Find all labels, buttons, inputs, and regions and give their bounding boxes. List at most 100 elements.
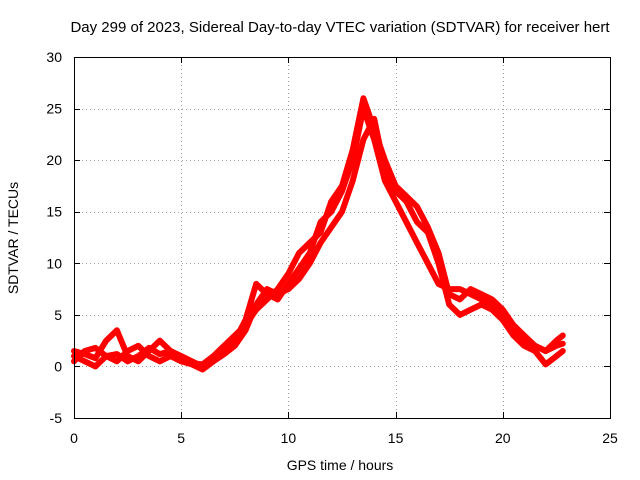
data-point [554,354,559,359]
y-tick-label: 15 [46,204,62,220]
chart-title: Day 299 of 2023, Sidereal Day-to-day VTE… [70,19,610,36]
data-point [307,261,312,266]
data-point [254,281,259,286]
data-point [436,281,441,286]
data-point [211,354,216,359]
x-tick-label: 0 [70,430,78,446]
data-point [361,137,366,142]
data-point [447,292,452,297]
data-point [275,287,280,292]
data-point [286,271,291,276]
data-point [404,194,409,199]
data-point [393,183,398,188]
data-point [93,364,98,369]
x-tick-label: 20 [495,430,511,446]
y-tick-label: 5 [54,307,62,323]
data-point [93,345,98,350]
data-point [500,307,505,312]
y-tick-label: -5 [50,410,63,426]
data-point [232,343,237,348]
data-point [511,333,516,338]
data-point [382,158,387,163]
data-point [350,147,355,152]
data-point [415,240,419,245]
data-point [222,343,227,348]
data-point [425,261,430,266]
data-point [275,297,280,302]
data-point [147,354,151,359]
data-point [533,343,537,348]
data-point [114,328,119,333]
data-point [200,362,205,367]
data-point [329,225,334,230]
data-point [93,356,98,361]
data-point [147,345,151,350]
data-point [522,333,527,338]
data-point [82,349,87,353]
data-point [136,359,141,364]
y-tick-label: 10 [46,255,62,271]
data-point [307,251,312,255]
data-point [136,343,141,348]
data-point [543,349,548,353]
y-tick-label: 25 [46,101,62,117]
x-tick-label: 25 [602,430,618,446]
data-point [543,362,548,367]
data-point [490,297,495,302]
data-point [286,287,291,292]
data-point [447,302,452,307]
grid-layer [74,57,610,418]
y-axis-label: SDTVAR / TECUs [5,182,21,294]
data-point [157,359,162,364]
data-point [415,204,419,209]
plot-frame [74,57,611,419]
data-point [136,354,141,359]
y-ticks: -5 0 5 10 15 20 25 30 [46,49,610,426]
data-point [232,333,237,338]
series-layer [71,95,566,373]
data-point [457,287,462,292]
data-point [372,127,377,132]
x-ticks: 0 5 10 15 20 25 [70,57,618,446]
data-point [82,359,87,364]
series-trace-c [71,95,566,370]
x-axis-label: GPS time / hours [287,457,394,473]
data-point [297,276,302,281]
data-point [500,318,505,322]
data-point [329,199,334,204]
data-point [222,352,227,357]
data-point [468,307,473,312]
data-point [560,341,565,346]
data-point [393,199,398,204]
data-point [200,367,205,372]
data-point [265,297,269,302]
x-tick-label: 5 [177,430,185,446]
data-point [307,240,312,245]
data-point [511,323,516,328]
data-point [361,96,366,101]
data-point [479,297,484,302]
data-point [533,349,537,353]
data-point [425,225,430,230]
data-point [318,230,323,235]
data-point [179,359,184,364]
data-point [479,292,484,297]
data-point [157,352,162,357]
y-tick-label: 30 [46,49,62,65]
data-point [125,359,130,364]
data-point [265,287,269,292]
data-point [297,251,302,255]
y-tick-label: 0 [54,358,62,374]
data-point [382,178,387,183]
data-point [468,287,473,292]
x-tick-label: 10 [281,430,297,446]
data-point [436,251,441,255]
data-point [554,338,559,343]
data-point [243,323,248,328]
data-point [297,266,302,271]
data-point [350,178,355,183]
y-tick-label: 20 [46,152,62,168]
data-point [104,338,109,343]
data-point [457,312,462,317]
